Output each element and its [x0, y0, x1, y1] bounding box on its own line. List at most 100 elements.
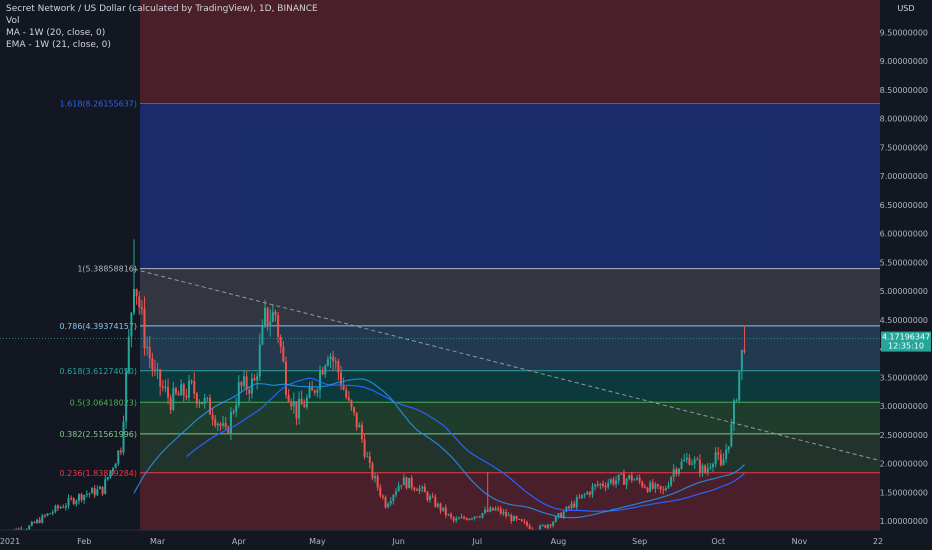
x-tick-label: 22 [873, 537, 883, 546]
candle-body [557, 513, 560, 517]
candle-body [664, 488, 667, 491]
candle-body [405, 477, 408, 489]
candle-body [515, 516, 518, 520]
candle-body [211, 414, 214, 420]
fib-label: 0.618(3.61274050) [60, 367, 138, 376]
candle-body [156, 369, 159, 371]
y-tick-label: 3.50000000 [880, 373, 928, 382]
candle-body [670, 476, 673, 486]
candle-body [452, 517, 455, 521]
candle-body [560, 513, 563, 518]
y-tick-label: 8.00000000 [880, 115, 928, 124]
candle-body [704, 465, 707, 473]
y-tick-label: 9.50000000 [880, 28, 928, 37]
candle-body [295, 401, 298, 419]
candle-body [628, 475, 631, 479]
candle-body [122, 421, 125, 453]
candle-body [360, 424, 363, 440]
candle-body [321, 370, 324, 375]
candle-body [633, 479, 636, 481]
candle-body [313, 390, 316, 393]
candle-body [59, 507, 62, 509]
candle-body [675, 469, 678, 474]
candle-body [148, 347, 151, 359]
candle-body [164, 386, 167, 388]
candle-body [353, 407, 356, 413]
candle-body [450, 514, 453, 518]
candle-body [698, 459, 701, 473]
candle-body [347, 397, 350, 401]
candle-body [431, 496, 434, 498]
candle-body [499, 508, 502, 514]
countdown-label: 12:35:10 [888, 342, 924, 351]
candle-body [520, 519, 523, 522]
candle-body [232, 411, 235, 413]
candle-body [109, 471, 112, 478]
candle-body [685, 457, 688, 460]
candle-body [468, 518, 471, 520]
candle-body [622, 473, 625, 485]
candle-body [601, 483, 604, 486]
candle-body [400, 485, 403, 487]
candle-body [730, 424, 733, 447]
candle-body [395, 491, 397, 495]
y-tick-label: 7.00000000 [880, 172, 928, 181]
candle-body [662, 489, 665, 491]
candle-body [381, 495, 384, 498]
candle-body [229, 411, 232, 434]
candle-body [463, 516, 466, 519]
candle-body [28, 525, 31, 530]
fib-zone [140, 268, 880, 326]
candle-body [389, 500, 392, 504]
candle-body [264, 307, 266, 325]
candle-body [153, 369, 156, 371]
candle-body [696, 459, 699, 461]
candle-body [363, 439, 366, 457]
candle-body [709, 467, 712, 469]
y-tick-label: 9.00000000 [880, 57, 928, 66]
candle-body [418, 488, 421, 491]
candle-body [172, 388, 175, 410]
candle-body [133, 289, 135, 313]
candle-body [489, 507, 492, 512]
x-tick-label: Nov [792, 537, 808, 546]
indicator-vol: Vol [6, 16, 20, 26]
candle-body [643, 486, 646, 488]
candle-body [98, 486, 101, 490]
candle-body [735, 400, 738, 402]
candle-body [552, 521, 555, 526]
candle-body [277, 315, 280, 337]
candle-body [436, 503, 439, 507]
candle-body [203, 398, 206, 404]
indicator-ema: EMA - 1W (21, close, 0) [6, 40, 111, 50]
candle-body [604, 485, 607, 488]
candle-body [30, 521, 33, 526]
candle-body [290, 401, 293, 407]
candle-body [727, 446, 730, 450]
candle-body [554, 516, 557, 522]
candle-body [261, 324, 264, 345]
candle-body [594, 484, 597, 487]
candle-body [256, 376, 259, 381]
candle-body [146, 347, 149, 349]
candle-body [114, 463, 117, 469]
candle-body [88, 493, 91, 495]
candle-body [119, 450, 122, 453]
last-price-badge [881, 331, 931, 352]
candle-body [714, 452, 717, 465]
candle-body [638, 477, 641, 482]
y-tick-label: 8.50000000 [880, 86, 928, 95]
candle-body [641, 481, 644, 487]
candle-body [426, 492, 429, 501]
candle-body [96, 489, 99, 496]
candle-body [384, 497, 387, 508]
candle-body [339, 372, 342, 386]
candle-body [138, 296, 141, 308]
candle-body [397, 485, 400, 492]
y-tick-label: 4.50000000 [880, 316, 928, 325]
fib-zone [140, 103, 880, 269]
candle-body [72, 498, 75, 504]
candle-body [376, 475, 379, 488]
candle-body [350, 400, 353, 408]
